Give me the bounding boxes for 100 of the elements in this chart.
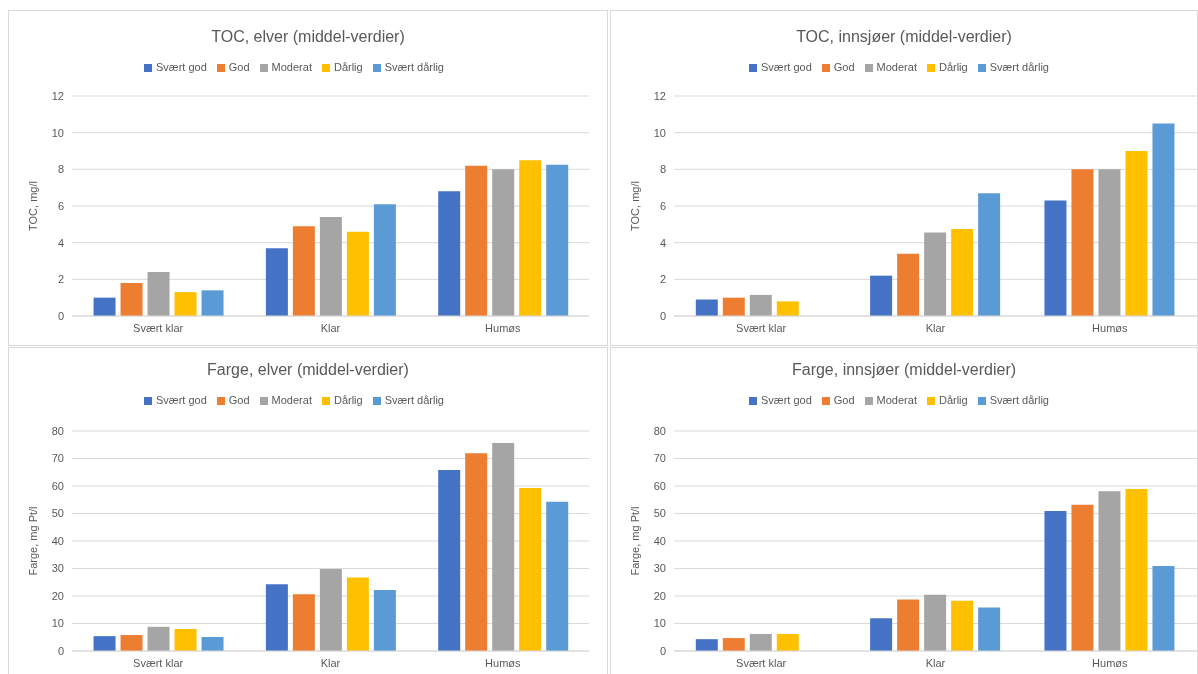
legend-label: Svært god — [761, 394, 812, 406]
bar — [1098, 491, 1121, 651]
bar — [870, 275, 893, 316]
legend-label: Dårlig — [333, 394, 363, 406]
y-tick-label: 10 — [51, 126, 64, 139]
y-tick-label: 10 — [653, 126, 666, 139]
y-tick-label: 6 — [659, 199, 666, 212]
bar — [346, 231, 369, 316]
bar — [897, 253, 920, 316]
x-tick-label: Svært klar — [133, 321, 184, 334]
y-tick-label: 2 — [57, 273, 64, 286]
y-tick-label: 0 — [57, 644, 64, 657]
bar — [373, 204, 396, 316]
bar — [319, 217, 342, 316]
legend-label: God — [228, 394, 250, 406]
bar — [373, 589, 396, 651]
bar — [1071, 504, 1094, 651]
legend-label: Svært god — [156, 61, 207, 73]
x-tick-label: Svært klar — [736, 321, 787, 334]
bar — [870, 618, 893, 651]
bar — [120, 635, 143, 651]
bar — [1125, 151, 1148, 316]
bar — [292, 594, 315, 651]
chart-title: TOC, innsjøer (middel-verdier) — [795, 28, 1013, 46]
y-tick-label: 80 — [653, 424, 666, 437]
x-tick-label: Klar — [320, 656, 341, 669]
y-tick-label: 20 — [51, 589, 64, 602]
legend-label: Svært dårlig — [384, 394, 444, 406]
x-tick-label: Klar — [320, 321, 341, 334]
bar — [93, 297, 116, 316]
y-tick-label: 8 — [659, 163, 666, 176]
y-tick-label: 0 — [659, 309, 666, 322]
y-tick-label: 70 — [51, 452, 64, 465]
bar — [519, 160, 542, 316]
y-tick-label: 40 — [51, 534, 64, 547]
bar — [1044, 200, 1067, 316]
chart-title: Farge, innsjøer (middel-verdier) — [790, 361, 1018, 379]
y-tick-label: 12 — [51, 89, 64, 102]
y-tick-label: 0 — [57, 309, 64, 322]
y-axis-title: TOC, mg/l — [26, 181, 39, 231]
bar — [93, 636, 116, 651]
bar — [147, 272, 170, 316]
y-tick-label: 0 — [659, 644, 666, 657]
y-tick-label: 2 — [659, 273, 666, 286]
bar — [465, 165, 488, 316]
y-tick-label: 50 — [51, 507, 64, 520]
bar — [1125, 489, 1148, 651]
x-tick-label: Klar — [925, 656, 946, 669]
bar — [492, 443, 515, 651]
bar — [722, 638, 745, 651]
bar — [951, 228, 974, 316]
legend-label: Moderat — [876, 394, 917, 406]
x-tick-label: Svært klar — [736, 656, 787, 669]
legend-label: Svært god — [156, 394, 207, 406]
bar — [722, 297, 745, 316]
bar — [265, 584, 288, 651]
y-tick-label: 80 — [51, 424, 64, 437]
bar — [924, 594, 947, 651]
bar — [749, 633, 772, 651]
bar — [978, 607, 1001, 651]
legend-label: Svært dårlig — [384, 61, 444, 73]
y-axis-title: TOC, mg/l — [628, 181, 641, 231]
y-tick-label: 30 — [51, 562, 64, 575]
x-tick-label: Humøs — [1092, 656, 1129, 669]
bar — [951, 600, 974, 651]
bar — [776, 301, 799, 316]
y-tick-label: 8 — [57, 163, 64, 176]
bar — [519, 487, 542, 651]
chart-title: TOC, elver (middel-verdier) — [210, 28, 406, 46]
y-tick-label: 10 — [51, 617, 64, 630]
y-tick-label: 60 — [51, 479, 64, 492]
y-tick-label: 6 — [57, 199, 64, 212]
legend-label: Moderat — [271, 394, 312, 406]
bar — [978, 193, 1001, 316]
y-tick-label: 60 — [653, 479, 666, 492]
legend-label: God — [833, 61, 855, 73]
bar — [1152, 566, 1175, 651]
bar — [546, 164, 569, 316]
bar — [695, 639, 718, 651]
bar — [438, 470, 461, 651]
legend-label: Svært dårlig — [989, 394, 1049, 406]
bar — [120, 283, 143, 316]
bar — [546, 501, 569, 651]
bar — [201, 290, 224, 316]
bar — [1044, 511, 1067, 651]
bar — [292, 226, 315, 316]
legend-label: Svært god — [761, 61, 812, 73]
bar — [174, 292, 197, 316]
legend-label: Moderat — [876, 61, 917, 73]
bar — [1152, 123, 1175, 316]
legend-label: God — [228, 61, 250, 73]
x-tick-label: Svært klar — [133, 656, 184, 669]
y-tick-label: 20 — [653, 589, 666, 602]
bar — [438, 191, 461, 316]
y-tick-label: 40 — [653, 534, 666, 547]
legend-label: God — [833, 394, 855, 406]
bar — [147, 626, 170, 651]
y-axis-title: Farge, mg Pt/l — [628, 506, 641, 576]
bar — [897, 599, 920, 651]
y-tick-label: 4 — [659, 236, 666, 249]
